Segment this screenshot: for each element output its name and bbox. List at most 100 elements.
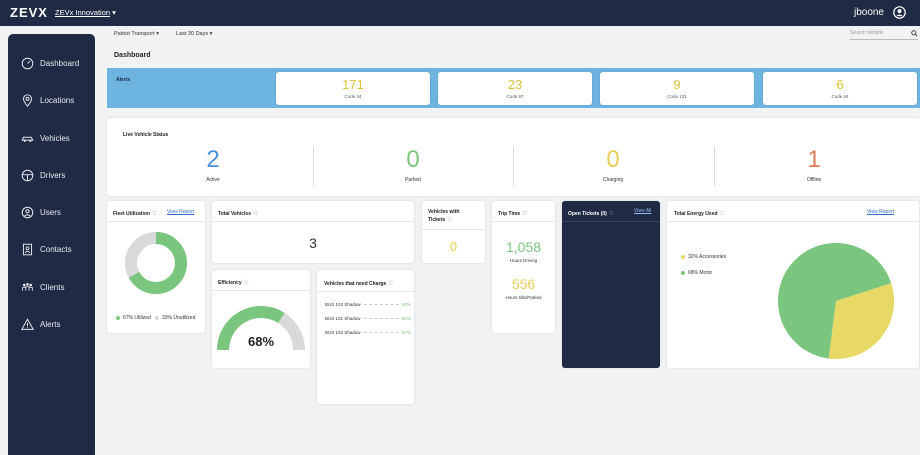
chevron-down-icon: ▾ — [156, 31, 159, 37]
dotted-leader — [363, 316, 399, 319]
username[interactable]: jboone — [853, 7, 884, 18]
dotted-leader — [363, 302, 399, 305]
list-item[interactable]: BUS 101 Shadow 82% — [325, 316, 411, 321]
hours-idle-label: Hours Idle/Parked — [505, 295, 542, 300]
status-label: Parked — [405, 177, 421, 183]
list-item[interactable]: BUS 103 Shadow 83% — [325, 302, 411, 307]
warning-icon — [21, 317, 34, 330]
hours-driving-label: Hours Driving — [509, 258, 538, 263]
star-icon[interactable]: ☆ — [521, 210, 528, 217]
star-icon[interactable]: ☆ — [608, 210, 615, 217]
view-report-link[interactable]: View Report — [167, 209, 195, 215]
charge-percent: 97% — [401, 330, 411, 335]
sidebar-item-clients[interactable]: Clients — [21, 279, 93, 295]
divider — [513, 146, 514, 186]
sidebar-item-contacts[interactable]: Contacts — [21, 241, 93, 257]
dotted-leader — [363, 330, 399, 333]
vehicles-need-charge-card: Vehicles that need Charge ☆ BUS 103 Shad… — [317, 270, 414, 404]
sidebar-item-label: Vehicles — [40, 133, 70, 143]
search-input[interactable]: Search Vehicle — [850, 30, 918, 40]
sidebar-item-vehicles[interactable]: Vehicles — [21, 130, 93, 146]
search-placeholder: Search Vehicle — [850, 30, 884, 36]
sidebar-item-label: Dashboard — [40, 58, 80, 68]
list-item[interactable]: BUS 102 Shadow 97% — [325, 330, 411, 335]
legend-label: 32% Accessories — [688, 254, 727, 260]
energy-pie-chart — [778, 243, 894, 359]
legend-dot — [681, 271, 685, 275]
card-title: Trip Time ☆ — [498, 209, 528, 217]
status-charging[interactable]: 0 Charging — [513, 146, 713, 190]
vehicles-tickets-title-line2: Tickets — [428, 217, 446, 223]
sidebar-item-locations[interactable]: Locations — [21, 92, 93, 108]
divider — [107, 221, 205, 222]
sidebar-item-label: Contacts — [40, 244, 72, 254]
status-label: Active — [206, 177, 220, 183]
total-vehicles-value: 3 — [309, 235, 317, 251]
gauge-fill — [217, 306, 285, 351]
card-title: Open Tickets (0) ☆ — [568, 209, 614, 217]
sidebar-item-label: Locations — [40, 95, 75, 105]
legend-motor: 68% Motor — [681, 270, 712, 276]
total-energy-card: Total Energy Used ☆ View Report 32% Acce… — [667, 201, 919, 368]
page-title: Dashboard — [114, 52, 151, 59]
card-title: Vehicles that need Charge ☆ — [324, 279, 394, 287]
top-bar: ZEVX ZEVx Innovation ▾ jboone — [0, 0, 920, 26]
legend-label: 33% Unutilized — [162, 315, 196, 321]
search-icon[interactable] — [911, 30, 918, 37]
star-icon[interactable]: ☆ — [446, 216, 453, 223]
vehicle-name: BUS 101 Shadow — [325, 316, 361, 321]
trip-time-title: Trip Time — [498, 211, 521, 217]
legend-unutilized: 33% Unutilized — [155, 315, 195, 321]
chevron-down-icon: ▾ — [209, 31, 213, 37]
divider — [422, 229, 485, 230]
card-title: Total Vehicles ☆ — [218, 209, 259, 217]
view-report-link[interactable]: View Report — [867, 209, 895, 215]
company-filter[interactable]: Patriot Transport ▾ — [114, 31, 159, 37]
user-icon — [21, 206, 34, 218]
alert-card-code-84[interactable]: 6 Code 84 — [763, 72, 917, 105]
fleet-utilization-card: Fleet Utilization ☆ View Report 67% Util… — [107, 201, 205, 333]
alert-code: Code 34 — [344, 94, 362, 99]
sidebar-item-dashboard[interactable]: Dashboard — [21, 55, 93, 71]
legend-label: 67% Utilized — [123, 315, 151, 321]
view-all-link[interactable]: View All — [634, 208, 652, 214]
star-icon[interactable]: ☆ — [243, 279, 250, 286]
alert-count: 23 — [507, 77, 523, 92]
speedometer-icon — [21, 57, 34, 69]
sidebar-item-label: Alerts — [40, 319, 61, 329]
sidebar-item-alerts[interactable]: Alerts — [21, 316, 93, 332]
alert-count: 171 — [342, 77, 364, 92]
hours-idle-value: 556 — [511, 276, 536, 292]
org-selector[interactable]: ZEVx Innovation ▾ — [55, 8, 116, 17]
status-parked[interactable]: 0 Parked — [313, 146, 513, 190]
alert-card-code-131[interactable]: 9 Code 131 — [600, 72, 754, 105]
alert-card-code-97[interactable]: 23 Code 97 — [438, 72, 592, 105]
steering-wheel-icon — [21, 169, 34, 181]
star-icon[interactable]: ☆ — [252, 210, 259, 217]
star-icon[interactable]: ☆ — [718, 210, 726, 217]
open-tickets-card: Open Tickets (0) ☆ View All — [562, 201, 660, 368]
sidebar-item-users[interactable]: Users — [21, 204, 93, 220]
status-offline[interactable]: 1 Offline — [714, 146, 914, 190]
date-range-filter[interactable]: Last 30 Days ▾ — [176, 31, 212, 37]
divider — [492, 221, 555, 222]
trip-time-card: Trip Time ☆ 1,058 Hours Driving 556 Hour… — [492, 201, 555, 333]
status-value: 1 — [807, 146, 821, 173]
alert-count: 9 — [673, 77, 681, 92]
divider — [313, 146, 314, 186]
status-value: 0 — [406, 146, 420, 173]
star-icon[interactable]: ☆ — [151, 210, 158, 217]
live-vehicle-status-card: Live Vehicle Status 2 Active 0 Parked 0 … — [107, 118, 920, 196]
card-title: Efficiency ☆ — [218, 278, 249, 286]
alert-card-code-34[interactable]: 171 Code 34 — [276, 72, 430, 105]
chevron-down-icon: ▾ — [112, 8, 116, 17]
user-circle-icon[interactable] — [893, 6, 906, 19]
efficiency-title: Efficiency — [218, 280, 242, 286]
pie-slice-accessories — [828, 283, 894, 359]
sidebar-item-drivers[interactable]: Drivers — [21, 167, 93, 183]
star-icon[interactable]: ☆ — [387, 280, 394, 287]
legend-dot — [681, 255, 685, 259]
status-active[interactable]: 2 Active — [113, 146, 313, 190]
logo[interactable]: ZEVX — [10, 5, 48, 20]
status-label: Charging — [602, 177, 624, 183]
